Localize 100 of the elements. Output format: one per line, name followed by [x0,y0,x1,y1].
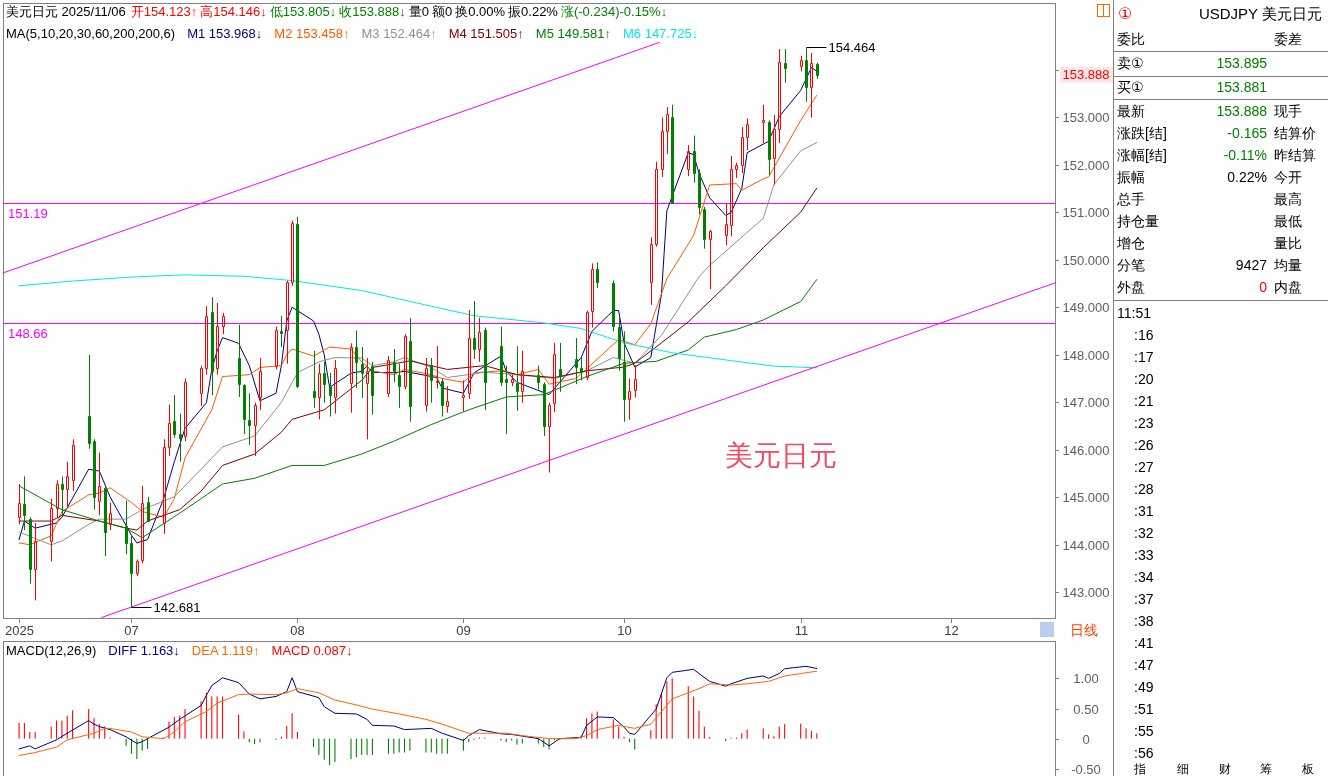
text: -0.165 [1227,125,1268,141]
text: 量比 [1274,235,1302,251]
text: :49 [1134,679,1154,695]
x-tick-label: 07 [124,623,139,638]
text: 11:51 [1117,305,1152,321]
text: 昨结算 [1274,147,1316,163]
x-tick-label: 11 [794,623,809,638]
text: 总手 [1116,191,1145,207]
text: 内盘 [1274,279,1302,295]
text: :21 [1134,393,1154,409]
text: :47 [1134,657,1154,673]
text: 板 [1301,762,1314,776]
ref-line-label: 151.19 [8,205,48,221]
text: 9427 [1235,257,1268,273]
text: :32 [1134,525,1154,541]
text: 增仓 [1116,235,1145,251]
text: 现手 [1274,103,1302,119]
text: 美元日元 [724,440,837,472]
text: 持仓量 [1117,213,1159,229]
y-tick-label: 147.000 [1062,395,1110,410]
text: DIFF 1.163↓ [108,643,180,658]
text: 结算价 [1274,125,1316,141]
y-tick-label: 153.888 [1062,67,1110,83]
text: 今开 [1274,169,1302,185]
text: :28 [1134,481,1154,497]
text: :16 [1134,327,1154,343]
text: :37 [1134,591,1154,607]
text: -0.11% [1223,147,1267,163]
text: 指 [1133,762,1146,776]
text: :31 [1134,503,1154,519]
x-tick-label: 2025 [5,623,34,638]
y-tick-label: 0 [1082,732,1090,747]
text: 涨幅[结] [1117,147,1167,163]
text: :26 [1134,437,1154,453]
text: 0.22% [1227,169,1267,185]
text: :33 [1134,547,1154,563]
y-tick-label: 149.000 [1062,300,1110,315]
text: 振幅 [1117,169,1145,185]
text: M3 152.464↑ [361,26,437,41]
text: :41 [1134,635,1154,651]
y-tick-label: 0.50 [1073,702,1099,717]
legend-title: MACD(12,26,9) [6,643,97,658]
text: 涨跌[结] [1117,125,1167,141]
text: M4 151.505↑ [448,26,524,41]
y-tick-label: -0.50 [1071,762,1101,776]
text: 委差 [1274,31,1302,47]
annotation: 额0 [431,4,453,19]
x-axis-title: 日线 [1070,622,1098,638]
text: DEA 1.119↑ [191,643,260,658]
legend-title: MA(5,10,20,30,60,200,200,6) [6,26,176,41]
text: :27 [1134,459,1154,475]
chart-title: 美元日元 2025/11/06 [6,4,126,19]
x-tick-label: 12 [944,623,959,638]
text: :51 [1134,701,1154,717]
text: 分笔 [1117,257,1145,273]
annotation: 涨(-0.234)-0.15%↓ [560,4,668,19]
x-tick-label: 09 [456,623,471,638]
y-tick-label: 150.000 [1062,253,1110,268]
text: :20 [1134,371,1154,387]
annotation: 低153.805↓ [269,4,337,19]
text: MACD 0.087↓ [271,643,353,658]
y-tick-label: 151.000 [1062,205,1110,220]
text: 153.888 [1216,103,1268,119]
annotation: 振0.22% [508,4,559,19]
text: :17 [1134,349,1154,365]
text: 153.895 [1216,55,1268,71]
y-tick-label: 152.000 [1062,158,1110,173]
text: :56 [1134,745,1154,761]
annotation: 高154.146↓ [200,4,267,19]
text: USDJPY 美元日元 [1198,5,1322,22]
text: 0 [1259,279,1268,295]
x-tick-label: 08 [290,623,305,638]
ref-line-label: 148.66 [8,325,48,341]
annotation: 收153.888↓ [339,4,406,19]
y-tick-label: 144.000 [1062,538,1110,553]
text: :55 [1134,723,1154,739]
text: 财 [1219,762,1231,776]
annotation: 开154.123↑ [130,4,198,19]
annotation: 154.464 [828,40,876,55]
y-tick-label: 146.000 [1062,443,1110,458]
y-tick-label: 145.000 [1062,490,1110,505]
annotation: 换0.00% [455,4,506,19]
text: :34 [1134,569,1154,585]
y-tick-label: 1.00 [1073,671,1099,686]
annotation: 142.681 [153,600,201,615]
text: 卖① [1117,55,1144,71]
text: 买① [1117,79,1144,95]
text: M5 149.581↑ [535,26,611,41]
text: 外盘 [1117,279,1145,295]
text: 最高 [1274,191,1302,207]
text: M6 147.725↓ [622,26,699,41]
text: 153.881 [1216,79,1268,95]
y-tick-label: 143.000 [1062,585,1110,600]
text: 细 [1177,762,1189,776]
y-tick-label: 148.000 [1062,348,1110,363]
text: :23 [1134,415,1154,431]
text: 最低 [1274,213,1302,229]
annotation: 量0 [408,4,429,19]
text: ① [1118,5,1133,22]
text: 最新 [1117,103,1145,119]
